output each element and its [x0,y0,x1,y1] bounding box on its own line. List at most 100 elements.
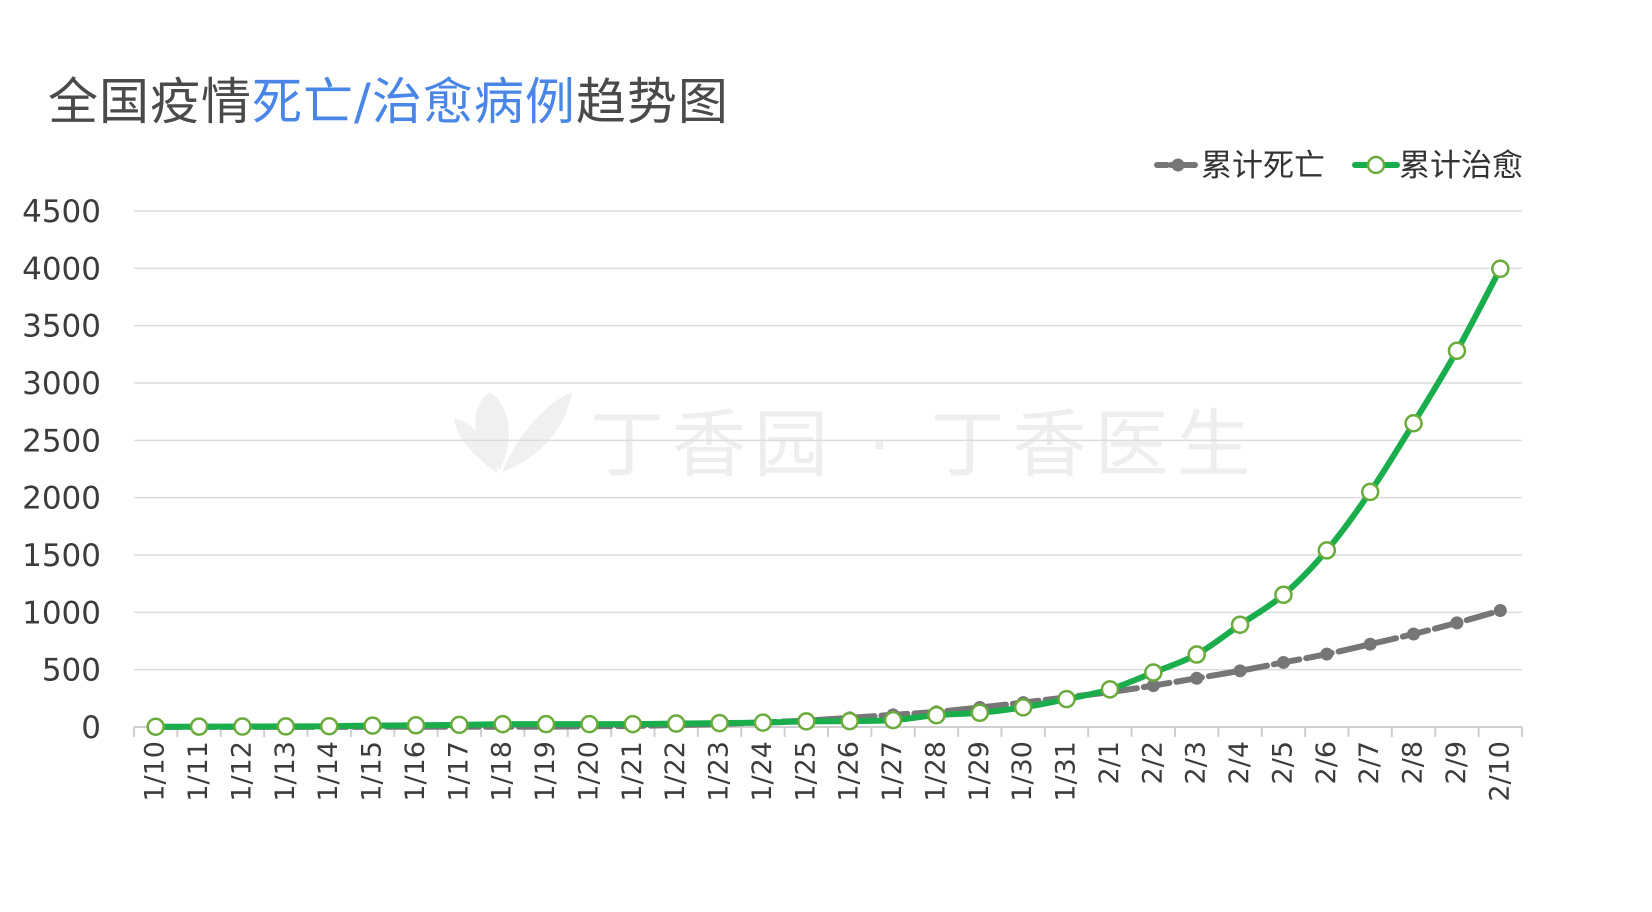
grid-lines [134,210,1522,671]
data-point-recovered [189,717,209,736]
legend-label: 累计死亡 [1201,148,1325,184]
data-point-deaths [1146,679,1160,693]
data-point-recovered [319,716,339,736]
data-point-recovered [1144,663,1163,682]
series-line-deaths [152,607,1504,730]
x-tick-label: 2/4 [1224,741,1255,784]
chart-title: 全国疫情死亡/治愈病例趋势图 [48,62,729,134]
legend-marker [1366,155,1386,175]
data-point-recovered [536,714,556,734]
data-point-recovered [927,705,946,725]
y-tick-label: 0 [81,710,101,746]
data-point-recovered [1057,689,1076,709]
data-point-recovered [450,715,469,735]
data-point-deaths [1450,616,1464,630]
y-axis: 0 500 1000 1500 2000 2500 3000 3500 4000 4500 [22,194,101,746]
data-point-recovered [623,714,643,734]
data-point-recovered [797,712,816,731]
legend-item-deaths: 累计死亡 [1154,148,1325,184]
data-point-recovered [710,713,729,733]
x-tick-label: 1/12 [226,741,257,802]
x-tick-label: 1/15 [357,741,388,802]
data-point-recovered [493,714,512,734]
x-tick-label: 2/8 [1398,741,1429,784]
x-tick-label: 1/19 [530,741,561,802]
title-part-1: 全国疫情 [48,73,252,131]
x-tick-label: 1/27 [877,741,908,802]
x-tick-label: 1/24 [747,741,778,802]
x-tick-label: 2/1 [1094,741,1125,784]
y-tick-label: 1500 [22,538,101,574]
series-deaths [149,603,1507,734]
x-tick-label: 1/18 [487,741,518,802]
y-tick-label: 500 [42,653,101,689]
x-tick-label: 1/22 [660,741,691,802]
data-point-recovered [1230,615,1250,634]
legend-marker [1171,158,1185,172]
x-tick-label: 1/13 [270,741,301,802]
data-point-recovered [883,710,903,730]
x-tick-label: 2/3 [1181,741,1212,784]
x-tick-label: 2/2 [1137,741,1168,784]
data-point-recovered [1491,259,1510,279]
data-point-recovered [666,714,686,733]
x-tick-label: 1/29 [964,741,995,802]
data-point-recovered [1274,585,1293,605]
x-tick-label: 1/31 [1051,741,1082,802]
data-point-recovered [233,717,252,736]
legend-label: 累计治愈 [1399,148,1523,184]
data-point-recovered [1100,680,1120,699]
x-tick-label: 1/28 [920,741,951,802]
y-tick-label: 2000 [22,481,101,517]
data-point-deaths [1190,671,1204,685]
data-point-recovered [406,716,426,735]
x-tick-label: 1/23 [704,741,735,802]
data-point-deaths [1233,664,1247,678]
x-tick-label: 1/17 [443,741,474,802]
series-recovered [146,259,1510,737]
y-tick-label: 4500 [22,194,101,230]
data-point-recovered [840,711,859,731]
data-point-recovered [1013,698,1033,717]
x-tick-label: 2/10 [1484,741,1515,802]
data-point-recovered [580,714,599,734]
legend: 累计死亡 累计治愈 [1154,148,1523,184]
x-tick-label: 1/10 [140,741,171,802]
legend-item-recovered: 累计治愈 [1352,148,1523,184]
x-tick-label: 2/9 [1441,741,1472,784]
data-point-recovered [1404,413,1423,433]
data-point-deaths [1363,637,1377,651]
x-tick-label: 2/7 [1354,741,1385,784]
series-group [146,259,1510,737]
x-tick-label: 1/26 [834,741,865,802]
watermark: 丁香园 · 丁香医生 [454,392,1259,488]
data-point-recovered [276,717,296,736]
data-point-recovered [363,716,382,735]
data-point-recovered [1317,541,1337,560]
x-tick-label: 1/20 [573,741,604,802]
x-tick-label: 1/25 [790,741,821,802]
data-point-recovered [1360,482,1380,502]
x-tick-label: 1/11 [183,741,214,802]
y-tick-label: 3000 [22,366,101,402]
watermark-text: 丁香园 · 丁香医生 [590,402,1259,488]
x-tick-label: 2/6 [1311,741,1342,784]
x-tick-label: 1/14 [313,741,344,802]
x-tick-label: 1/21 [617,741,648,802]
data-point-recovered [753,713,773,732]
y-tick-label: 4000 [22,251,101,287]
title-highlight: 死亡/治愈病例 [252,73,576,131]
data-point-deaths [1493,603,1507,617]
title-part-3: 趋势图 [575,73,729,131]
data-point-recovered [970,703,990,723]
data-point-recovered [1447,341,1467,361]
data-point-recovered [1187,645,1206,664]
watermark-logo-icon [454,392,572,474]
x-tick-label: 1/30 [1007,741,1038,802]
x-tick-label: 1/16 [400,741,431,802]
data-point-deaths [1407,627,1421,641]
x-tick-labels: 1/10 1/11 1/12 1/13 1/14 1/15 1/16 1/17 1/18 1/19… [140,741,1516,802]
data-point-deaths [1320,647,1334,661]
